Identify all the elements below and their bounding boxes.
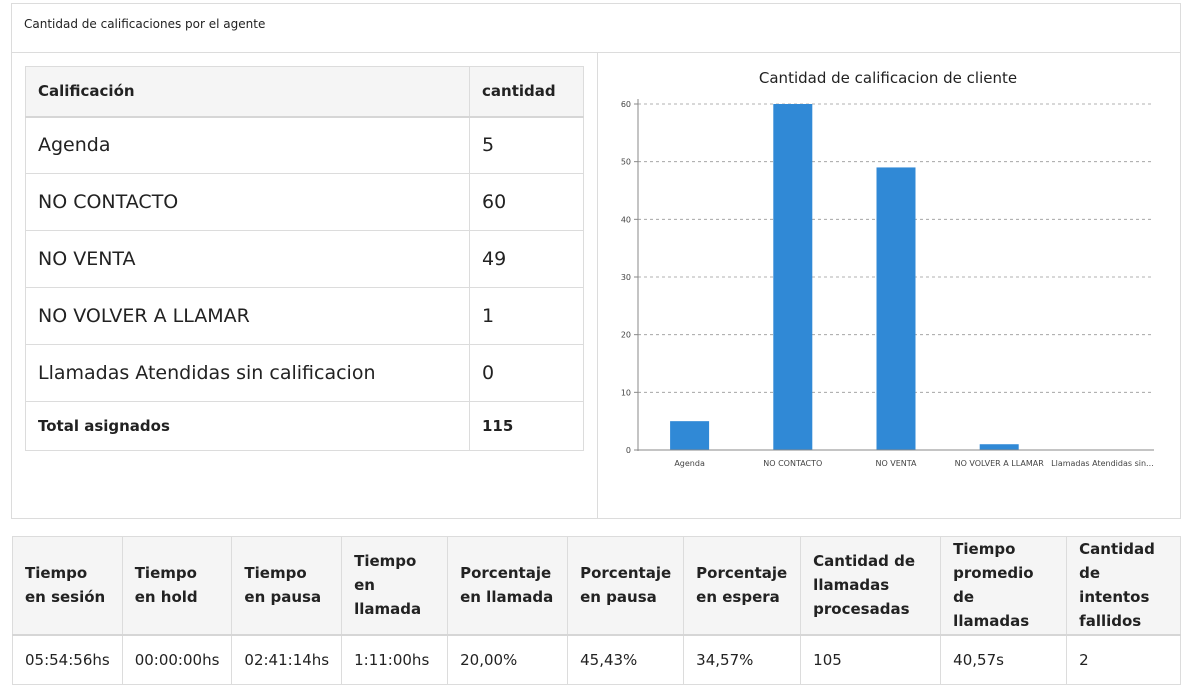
qualification-count: 5 <box>469 116 584 174</box>
y-tick-label: 30 <box>621 273 631 282</box>
qualification-name: NO VENTA <box>25 230 470 288</box>
qualification-name: Llamadas Atendidas sin calificacion <box>25 344 470 402</box>
header-tiempo-sesion: Tiempo en sesión <box>12 536 123 636</box>
y-tick-label: 0 <box>626 446 631 455</box>
value-intentos-fallidos: 2 <box>1066 634 1181 685</box>
qualification-table: Calificación cantidad Agenda 5 NO CONTAC… <box>25 66 584 451</box>
table-row: Agenda 5 <box>25 116 584 174</box>
y-tick-label: 50 <box>621 158 631 167</box>
y-tick-label: 20 <box>621 331 631 340</box>
value-porcentaje-pausa: 45,43% <box>567 634 685 685</box>
total-label: Total asignados <box>25 401 470 451</box>
value-tiempo-llamada: 1:11:00hs <box>341 634 449 685</box>
x-tick-label: NO VOLVER A LLAMAR <box>955 459 1045 468</box>
qualification-name: NO VOLVER A LLAMAR <box>25 287 470 345</box>
header-porcentaje-espera: Porcentaje en espera <box>683 536 802 636</box>
stats-header-row: Tiempo en sesión Tiempo en hold Tiempo e… <box>12 536 1181 636</box>
table-row: NO VENTA 49 <box>25 230 584 288</box>
qualification-count: 49 <box>469 230 584 288</box>
value-porcentaje-llamada: 20,00% <box>447 634 569 685</box>
value-llamadas-procesadas: 105 <box>800 634 942 685</box>
header-porcentaje-pausa: Porcentaje en pausa <box>567 536 685 636</box>
header-tiempo-promedio: Tiempo promedio de llamadas <box>940 536 1068 636</box>
table-row: NO VOLVER A LLAMAR 1 <box>25 287 584 345</box>
header-intentos-fallidos: Cantidad de intentos fallidos <box>1066 536 1181 636</box>
stats-value-row: 05:54:56hs 00:00:00hs 02:41:14hs 1:11:00… <box>12 634 1181 685</box>
header-porcentaje-llamada: Porcentaje en llamada <box>447 536 569 636</box>
chart-title: Cantidad de calificacion de cliente <box>759 69 1017 87</box>
header-tiempo-pausa: Tiempo en pausa <box>231 536 343 636</box>
bar-0[interactable] <box>670 421 710 450</box>
value-tiempo-pausa: 02:41:14hs <box>231 634 343 685</box>
value-porcentaje-espera: 34,57% <box>683 634 802 685</box>
total-row: Total asignados 115 <box>25 401 584 451</box>
x-tick-label: NO VENTA <box>875 459 917 468</box>
x-tick-label: Llamadas Atendidas sin... <box>1051 459 1154 468</box>
table-header-row: Calificación cantidad <box>25 66 584 118</box>
header-tiempo-hold: Tiempo en hold <box>121 536 233 636</box>
y-tick-label: 40 <box>621 215 631 224</box>
header-llamadas-procesadas: Cantidad de llamadas procesadas <box>800 536 942 636</box>
value-tiempo-sesion: 05:54:56hs <box>12 634 123 685</box>
qualification-count: 1 <box>469 287 584 345</box>
qualification-count: 60 <box>469 173 584 231</box>
value-tiempo-hold: 00:00:00hs <box>121 634 233 685</box>
bar-2[interactable] <box>876 167 916 450</box>
column-header-calificacion: Calificación <box>25 66 470 118</box>
y-tick-label: 60 <box>621 100 631 109</box>
header-tiempo-llamada: Tiempo en llamada <box>341 536 449 636</box>
column-header-cantidad: cantidad <box>469 66 584 118</box>
qualification-count: 0 <box>469 344 584 402</box>
table-row: Llamadas Atendidas sin calificacion 0 <box>25 344 584 402</box>
qualifications-panel: Cantidad de calificaciones por el agente… <box>11 3 1181 519</box>
bar-1[interactable] <box>773 104 813 450</box>
panel-body: Calificación cantidad Agenda 5 NO CONTAC… <box>12 53 1180 518</box>
bar-chart-svg: Cantidad de calificacion de cliente 0 10 2… <box>621 69 1154 468</box>
panel-title: Cantidad de calificaciones por el agente <box>12 4 1180 53</box>
x-tick-label: Agenda <box>674 459 705 468</box>
panel-divider <box>597 53 598 518</box>
agent-stats-table: Tiempo en sesión Tiempo en hold Tiempo e… <box>12 536 1181 685</box>
qualification-name: Agenda <box>25 116 470 174</box>
value-tiempo-promedio: 40,57s <box>940 634 1068 685</box>
x-tick-label: NO CONTACTO <box>763 459 822 468</box>
y-tick-label: 10 <box>621 388 631 397</box>
qualification-chart: Cantidad de calificacion de cliente 0 10 2… <box>596 53 1170 493</box>
table-row: NO CONTACTO 60 <box>25 173 584 231</box>
bar-3[interactable] <box>979 444 1019 450</box>
qualification-name: NO CONTACTO <box>25 173 470 231</box>
total-value: 115 <box>469 401 584 451</box>
